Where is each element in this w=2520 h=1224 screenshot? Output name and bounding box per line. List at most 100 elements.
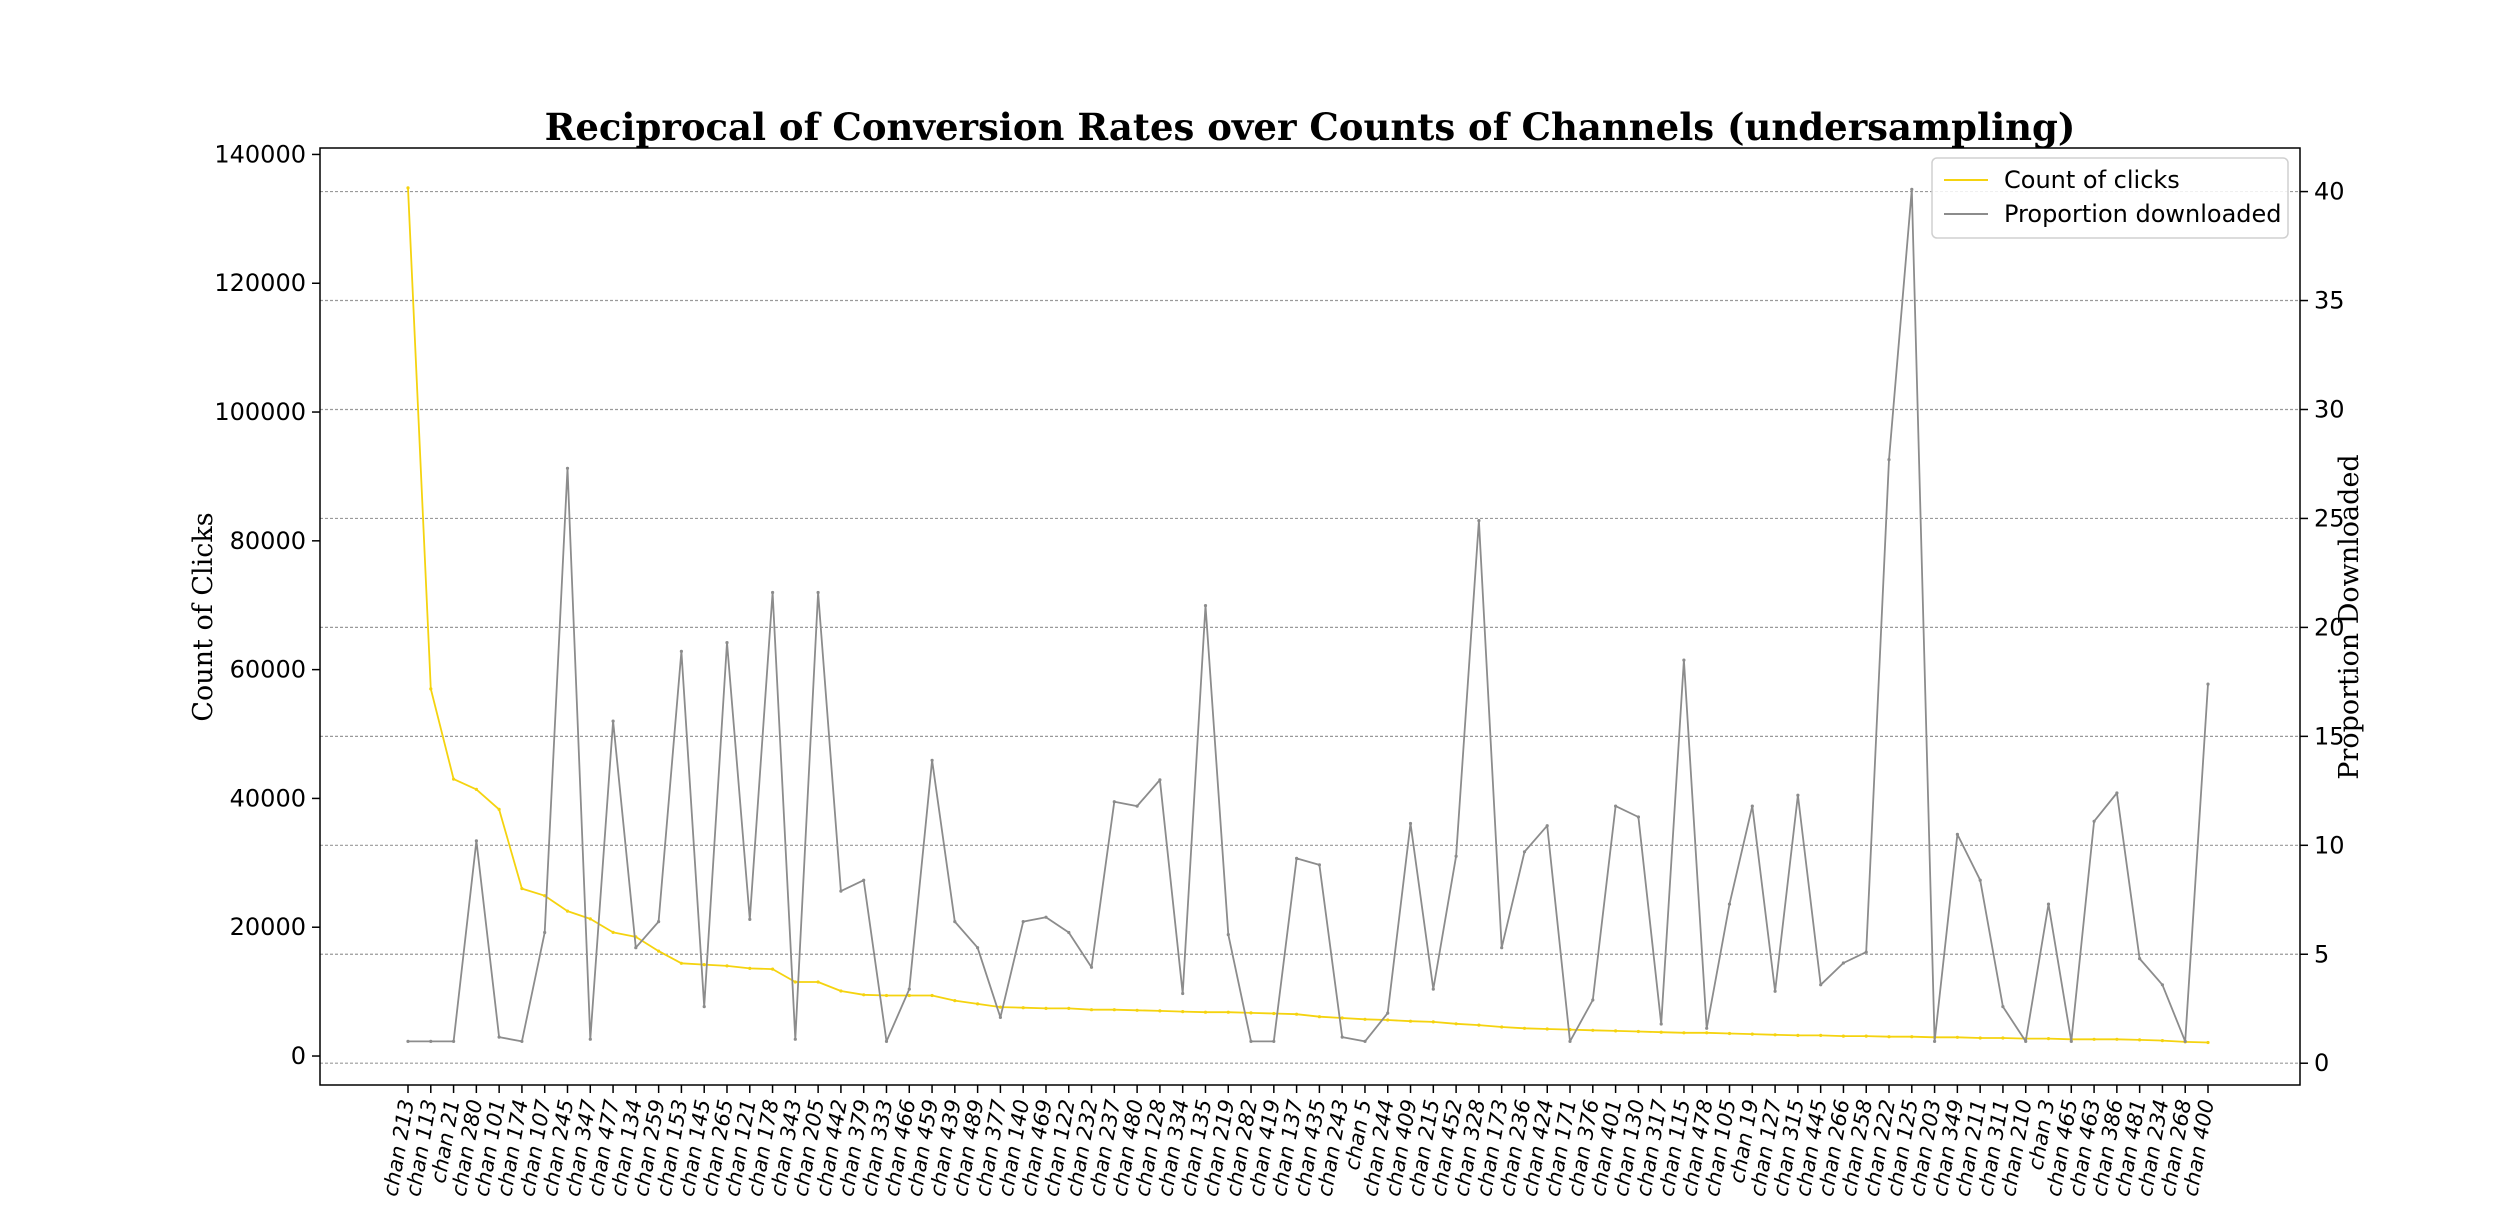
data-point	[1545, 1027, 1549, 1031]
data-point	[2046, 1037, 2051, 1041]
data-point	[1272, 1011, 1276, 1016]
data-point	[1317, 863, 1321, 867]
data-point	[1591, 1028, 1595, 1032]
data-point	[497, 807, 501, 812]
right-tick-label: 25	[2314, 504, 2345, 532]
series-count-of-clicks	[406, 186, 2210, 1045]
data-point	[2160, 983, 2164, 987]
data-point	[1135, 804, 1139, 808]
data-point	[1705, 1031, 1709, 1035]
data-point	[1750, 1032, 1754, 1036]
data-point	[793, 980, 797, 984]
data-point	[998, 1015, 1003, 1020]
legend-label-proportion-downloaded: Proportion downloaded	[2004, 200, 2282, 228]
data-point	[452, 777, 456, 781]
data-point	[1910, 187, 1914, 191]
left-y-axis: 0 20000 40000 60000 80000 100000 120000 140000	[214, 140, 320, 1070]
data-point	[1340, 1035, 1344, 1039]
data-point	[1727, 902, 1732, 906]
data-point	[816, 590, 820, 595]
data-point	[1636, 1029, 1640, 1034]
data-point	[1978, 1036, 1982, 1040]
data-point	[1682, 658, 1686, 662]
data-point	[884, 993, 889, 998]
data-point	[771, 967, 775, 971]
data-point	[1978, 878, 1982, 882]
data-point	[1112, 1008, 1116, 1012]
data-point	[1796, 1033, 1800, 1037]
left-tick-label: 140000	[214, 140, 306, 168]
data-point	[1659, 1030, 1663, 1034]
data-point	[1158, 1009, 1162, 1013]
data-point	[1203, 1010, 1208, 1014]
data-point	[2092, 1037, 2096, 1041]
data-point	[1135, 1008, 1139, 1012]
data-point	[1841, 1034, 1845, 1038]
right-tick-label: 10	[2314, 831, 2345, 859]
data-point	[816, 980, 820, 984]
data-point	[565, 909, 570, 913]
data-point	[907, 993, 911, 998]
data-point	[1249, 1011, 1253, 1015]
data-point	[1044, 915, 1048, 919]
data-point	[565, 466, 570, 470]
right-axis-label: Proportion Downloaded	[2334, 454, 2365, 779]
data-point	[907, 987, 911, 991]
legend-box	[1931, 157, 2289, 239]
data-point	[429, 687, 433, 691]
data-point	[2001, 1036, 2005, 1040]
data-point	[497, 1035, 501, 1039]
data-point	[1522, 850, 1527, 854]
data-point	[452, 1039, 456, 1043]
data-point	[748, 917, 752, 922]
data-point	[976, 1002, 980, 1006]
data-point	[1067, 930, 1071, 935]
data-point	[930, 758, 934, 762]
data-point	[976, 946, 980, 950]
left-tick-label: 20000	[230, 913, 306, 941]
data-point	[725, 641, 729, 645]
data-point	[1614, 804, 1618, 808]
data-point	[611, 930, 615, 935]
legend: Count of clicks Proportion downloaded	[1931, 157, 2289, 239]
data-point	[1158, 778, 1162, 782]
data-point	[1021, 1006, 1025, 1010]
right-tick-label: 40	[2314, 178, 2345, 206]
left-tick-label: 60000	[230, 656, 306, 684]
data-point	[1454, 1022, 1458, 1026]
data-point	[520, 1039, 524, 1043]
right-tick-label: 0	[2314, 1049, 2329, 1077]
data-point	[1089, 965, 1094, 969]
right-tick-label: 20	[2314, 613, 2345, 641]
right-tick-label: 30	[2314, 395, 2345, 423]
data-point	[1955, 1035, 1959, 1039]
data-point	[1682, 1031, 1686, 1035]
data-point	[1864, 950, 1868, 954]
data-point	[725, 964, 729, 968]
data-point	[1203, 604, 1208, 608]
data-point	[1727, 1031, 1732, 1036]
data-point	[1591, 998, 1595, 1002]
data-point	[657, 920, 661, 924]
data-point	[679, 961, 684, 965]
data-point	[1477, 1023, 1481, 1027]
data-point	[2069, 1039, 2073, 1043]
data-point	[1249, 1039, 1253, 1043]
right-y-axis: 0 5 10 15 20 25 30 35 40	[2300, 178, 2345, 1077]
data-point	[2138, 1038, 2142, 1042]
data-point	[657, 949, 661, 953]
chart-title: Reciprocal of Conversion Rates over Coun…	[545, 105, 2076, 149]
data-point	[1089, 1008, 1094, 1012]
data-point	[998, 1005, 1003, 1009]
data-point	[2092, 819, 2096, 823]
data-point	[588, 917, 592, 921]
data-point	[2001, 1005, 2005, 1009]
data-point	[930, 993, 934, 998]
data-point	[1841, 961, 1845, 965]
data-point	[1386, 1011, 1390, 1015]
data-point	[588, 1037, 592, 1041]
data-point	[702, 963, 706, 967]
data-point	[1363, 1017, 1367, 1021]
